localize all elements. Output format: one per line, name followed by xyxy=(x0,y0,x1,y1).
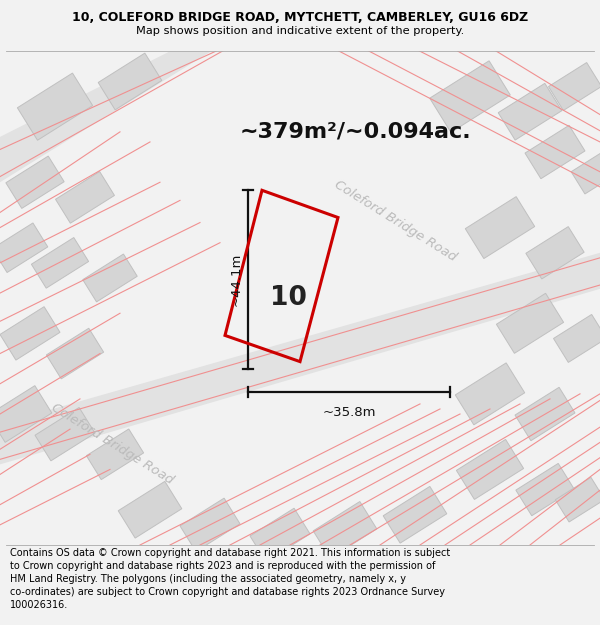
Text: Map shows position and indicative extent of the property.: Map shows position and indicative extent… xyxy=(136,26,464,36)
Polygon shape xyxy=(56,171,115,223)
Polygon shape xyxy=(455,363,525,425)
Polygon shape xyxy=(556,478,600,522)
Polygon shape xyxy=(118,481,182,538)
Polygon shape xyxy=(180,498,240,551)
Polygon shape xyxy=(430,61,510,132)
Polygon shape xyxy=(525,126,585,179)
Text: Contains OS data © Crown copyright and database right 2021. This information is : Contains OS data © Crown copyright and d… xyxy=(10,548,451,558)
Polygon shape xyxy=(515,388,575,441)
Text: Coleford Bridge Road: Coleford Bridge Road xyxy=(332,177,458,264)
Text: HM Land Registry. The polygons (including the associated geometry, namely x, y: HM Land Registry. The polygons (includin… xyxy=(10,574,406,584)
Polygon shape xyxy=(496,293,563,353)
Polygon shape xyxy=(526,227,584,279)
Polygon shape xyxy=(83,254,137,302)
Polygon shape xyxy=(383,486,447,543)
Polygon shape xyxy=(17,73,92,140)
Text: 10, COLEFORD BRIDGE ROAD, MYTCHETT, CAMBERLEY, GU16 6DZ: 10, COLEFORD BRIDGE ROAD, MYTCHETT, CAMB… xyxy=(72,11,528,24)
Polygon shape xyxy=(457,439,524,499)
Polygon shape xyxy=(0,307,60,360)
Polygon shape xyxy=(86,429,143,479)
Text: ~35.8m: ~35.8m xyxy=(322,406,376,419)
Polygon shape xyxy=(465,197,535,259)
Polygon shape xyxy=(6,156,64,208)
Text: ~44.1m: ~44.1m xyxy=(229,253,242,306)
Polygon shape xyxy=(0,386,52,442)
Polygon shape xyxy=(571,151,600,194)
Polygon shape xyxy=(35,408,95,461)
Polygon shape xyxy=(46,328,104,379)
Polygon shape xyxy=(31,238,89,288)
Text: Coleford Bridge Road: Coleford Bridge Road xyxy=(49,401,175,487)
Text: 10: 10 xyxy=(269,285,307,311)
Polygon shape xyxy=(313,501,377,558)
Polygon shape xyxy=(0,223,48,272)
Polygon shape xyxy=(498,83,562,140)
Text: to Crown copyright and database rights 2023 and is reproduced with the permissio: to Crown copyright and database rights 2… xyxy=(10,561,436,571)
Polygon shape xyxy=(516,463,574,516)
Text: co-ordinates) are subject to Crown copyright and database rights 2023 Ordnance S: co-ordinates) are subject to Crown copyr… xyxy=(10,587,445,597)
Polygon shape xyxy=(0,21,260,182)
Text: ~379m²/~0.094ac.: ~379m²/~0.094ac. xyxy=(239,122,471,142)
Polygon shape xyxy=(548,62,600,111)
Polygon shape xyxy=(250,508,310,562)
Polygon shape xyxy=(0,253,600,464)
Polygon shape xyxy=(98,53,162,110)
Text: 100026316.: 100026316. xyxy=(10,600,68,610)
Polygon shape xyxy=(554,314,600,362)
